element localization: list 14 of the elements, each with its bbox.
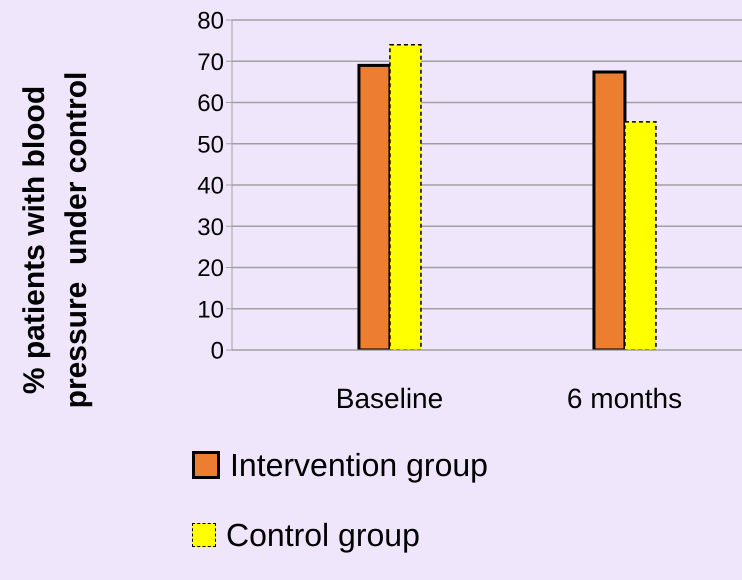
y-tick-label: 10 bbox=[197, 296, 224, 324]
y-tick-label: 20 bbox=[197, 255, 224, 282]
legend-label: Intervention group bbox=[230, 446, 488, 484]
y-tick-label: 60 bbox=[197, 90, 224, 118]
y-tick-label: 70 bbox=[197, 48, 224, 76]
x-tick-label: 6 months bbox=[566, 382, 682, 414]
y-tick-label: 30 bbox=[197, 214, 224, 241]
y-tick-label: 40 bbox=[197, 172, 224, 200]
y-tick-label: 50 bbox=[197, 131, 224, 158]
x-tick-label: Baseline bbox=[336, 382, 444, 414]
y-tick-label: 0 bbox=[210, 338, 224, 365]
y-axis-title: % patients with blood pressure under control bbox=[17, 70, 94, 410]
legend-label: Control group bbox=[226, 516, 420, 554]
y-tick-label: 80 bbox=[197, 8, 224, 35]
